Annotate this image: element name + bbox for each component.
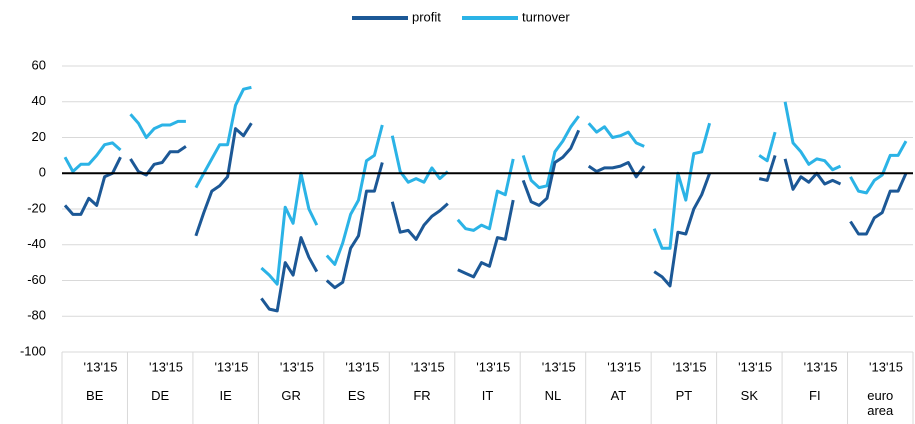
period-label: '15 [624, 359, 641, 374]
series-line [194, 85, 252, 189]
period-label: '13 [84, 359, 101, 374]
category-label: euro area [867, 388, 894, 418]
series-line [521, 129, 581, 207]
series-line [325, 124, 384, 266]
category-label: IT [481, 388, 494, 403]
category-label: SK [740, 388, 759, 403]
period-label: '13 [345, 359, 362, 374]
series-line [758, 154, 777, 182]
legend-label: turnover [522, 9, 570, 24]
legend-label: profit [412, 9, 441, 24]
period-label: '13 [149, 359, 166, 374]
period-label: '15 [428, 359, 445, 374]
series-line [129, 145, 187, 177]
period-label: '13 [476, 359, 493, 374]
category-label: NL [544, 388, 562, 403]
series-line [587, 122, 645, 148]
period-label: '13 [673, 359, 690, 374]
y-tick-label: 60 [32, 57, 46, 72]
series-line [783, 158, 842, 191]
series-line [849, 172, 908, 236]
series-line [783, 101, 842, 172]
series-line [849, 140, 908, 195]
period-label: '15 [101, 359, 118, 374]
category-label: PT [675, 388, 693, 403]
series-line [653, 172, 712, 288]
series-line [129, 113, 186, 139]
period-label: '15 [821, 359, 838, 374]
period-label: '15 [755, 359, 772, 374]
category-label: BE [86, 388, 104, 403]
series-line [260, 171, 319, 286]
y-tick-label: -100 [20, 343, 46, 358]
period-label: '15 [166, 359, 183, 374]
period-label: '15 [559, 359, 576, 374]
period-label: '13 [738, 359, 755, 374]
category-label: FI [809, 388, 821, 403]
period-label: '13 [542, 359, 559, 374]
y-tick-label: 40 [32, 93, 46, 108]
series-line [325, 162, 384, 290]
category-label: IE [219, 388, 232, 403]
category-label: AT [610, 388, 627, 403]
y-tick-label: -40 [27, 236, 46, 251]
series-line [652, 122, 712, 250]
y-tick-label: -80 [27, 308, 46, 323]
y-tick-label: 0 [39, 165, 46, 180]
series-line [390, 201, 449, 241]
period-label: '15 [231, 359, 248, 374]
period-label: '13 [869, 359, 886, 374]
series-line [521, 115, 580, 190]
y-tick-label: -20 [27, 200, 46, 215]
series-line [63, 141, 122, 173]
series-line [587, 161, 646, 179]
period-label: '15 [493, 359, 510, 374]
series-line [390, 135, 449, 184]
series-line [456, 158, 515, 232]
series-line [758, 131, 777, 163]
period-label: '15 [297, 359, 314, 374]
period-label: '15 [690, 359, 707, 374]
period-label: '15 [362, 359, 379, 374]
y-tick-label: -60 [27, 272, 46, 287]
period-label: '13 [411, 359, 428, 374]
period-label: '13 [607, 359, 624, 374]
period-label: '13 [804, 359, 821, 374]
category-label: FR [413, 388, 431, 403]
category-label: DE [151, 388, 170, 403]
series-line [63, 156, 122, 216]
category-label: GR [281, 388, 301, 403]
y-tick-label: 20 [32, 129, 46, 144]
series-line [194, 122, 253, 237]
period-label: '13 [214, 359, 231, 374]
series-line [260, 236, 319, 313]
category-label: ES [347, 388, 366, 403]
period-label: '13 [280, 359, 297, 374]
period-label: '15 [886, 359, 903, 374]
series-line [457, 199, 515, 279]
